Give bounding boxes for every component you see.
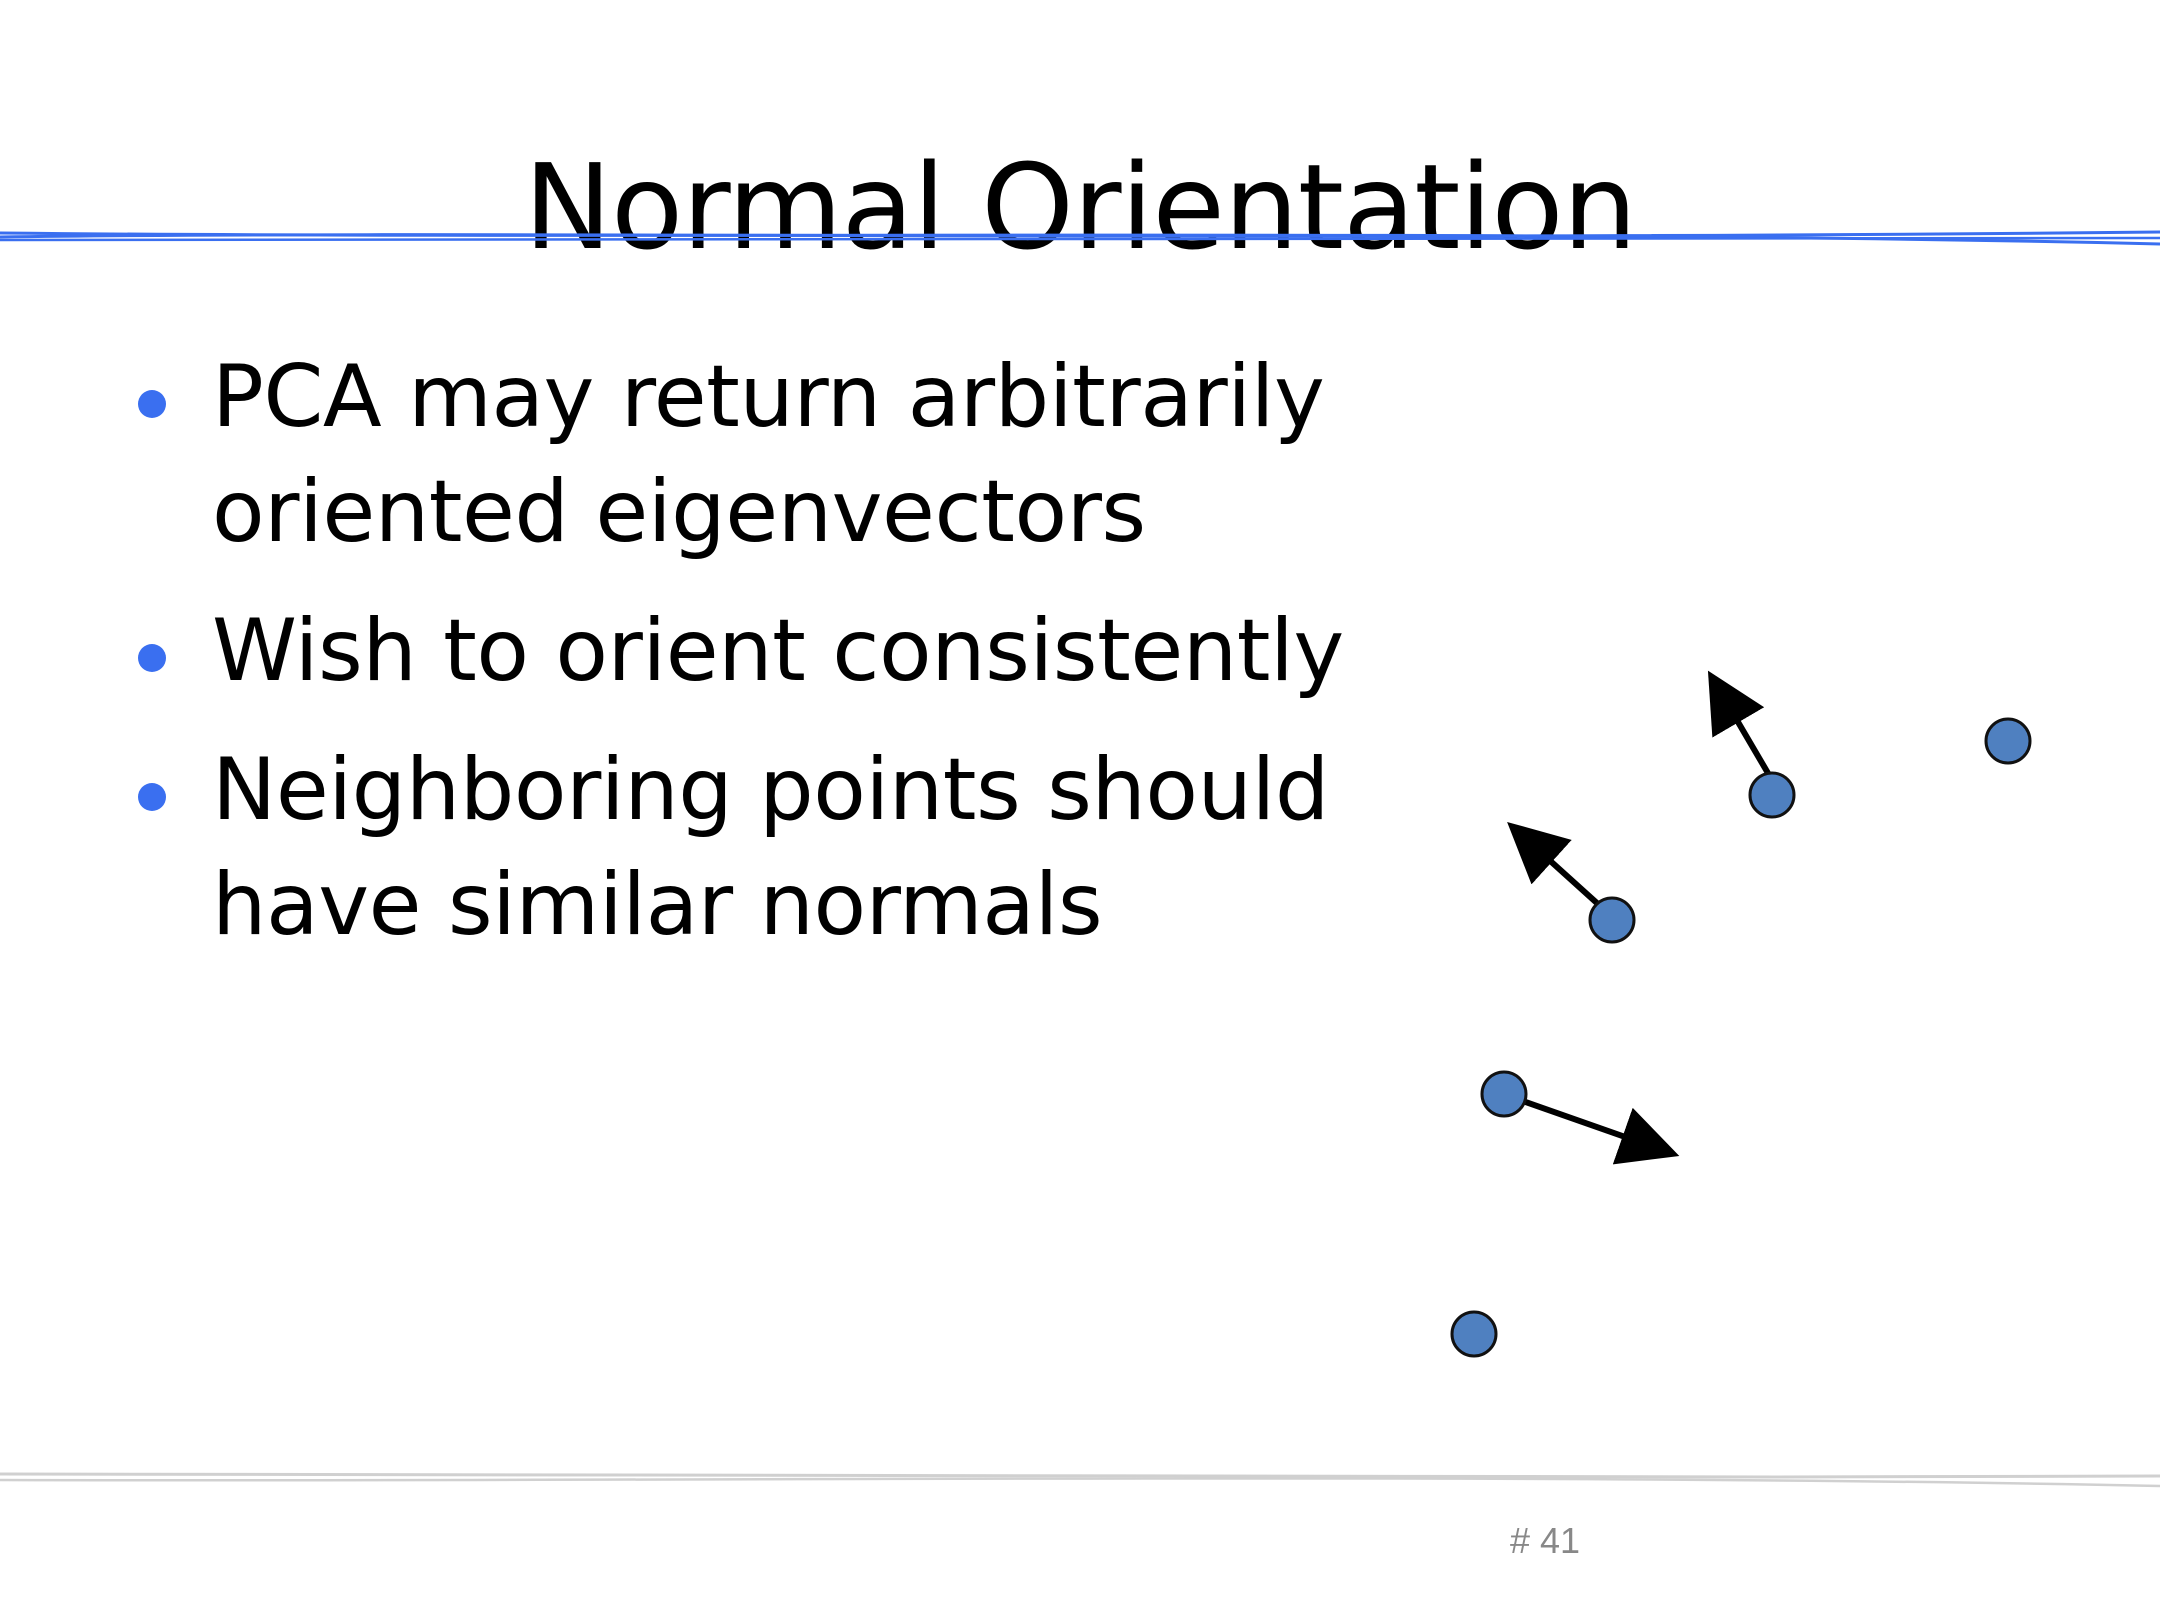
slide-number: # 41	[1510, 1520, 1581, 1561]
footer-rule-stroke-1	[0, 1471, 2160, 1479]
bullet-item: PCA may return arbitrarily oriented eige…	[130, 340, 1430, 570]
bullet-line: Neighboring points should	[212, 740, 1330, 840]
normal-arrow	[1507, 821, 1601, 907]
bullet-item: Wish to orient consistently	[130, 594, 1430, 709]
bullet-line: have similar normals	[212, 855, 1103, 955]
bullet-line: oriented eigenvectors	[212, 462, 1146, 562]
normal-arrow	[1519, 1097, 1680, 1165]
point-circle	[1984, 717, 2032, 765]
bullet-dot-icon	[138, 644, 166, 672]
title-underline	[0, 230, 2160, 246]
slide-title: Normal Orientation	[523, 138, 1638, 277]
bullet-line: PCA may return arbitrarily	[212, 347, 1325, 447]
bullet-dot-icon	[138, 390, 166, 418]
bullet-dot-icon	[138, 783, 166, 811]
bullet-list: PCA may return arbitrarily oriented eige…	[130, 340, 1430, 987]
footer-rule-stroke-2	[0, 1477, 2160, 1488]
point-circle	[1480, 1070, 1528, 1118]
bullet-item: Neighboring points should have similar n…	[130, 733, 1430, 963]
point-circle	[1450, 1310, 1498, 1358]
point-circle	[1588, 896, 1636, 944]
bullet-line: Wish to orient consistently	[212, 601, 1344, 701]
point-circle	[1748, 771, 1796, 819]
footer-rule	[0, 1471, 2160, 1488]
normal-arrow	[1707, 670, 1775, 782]
